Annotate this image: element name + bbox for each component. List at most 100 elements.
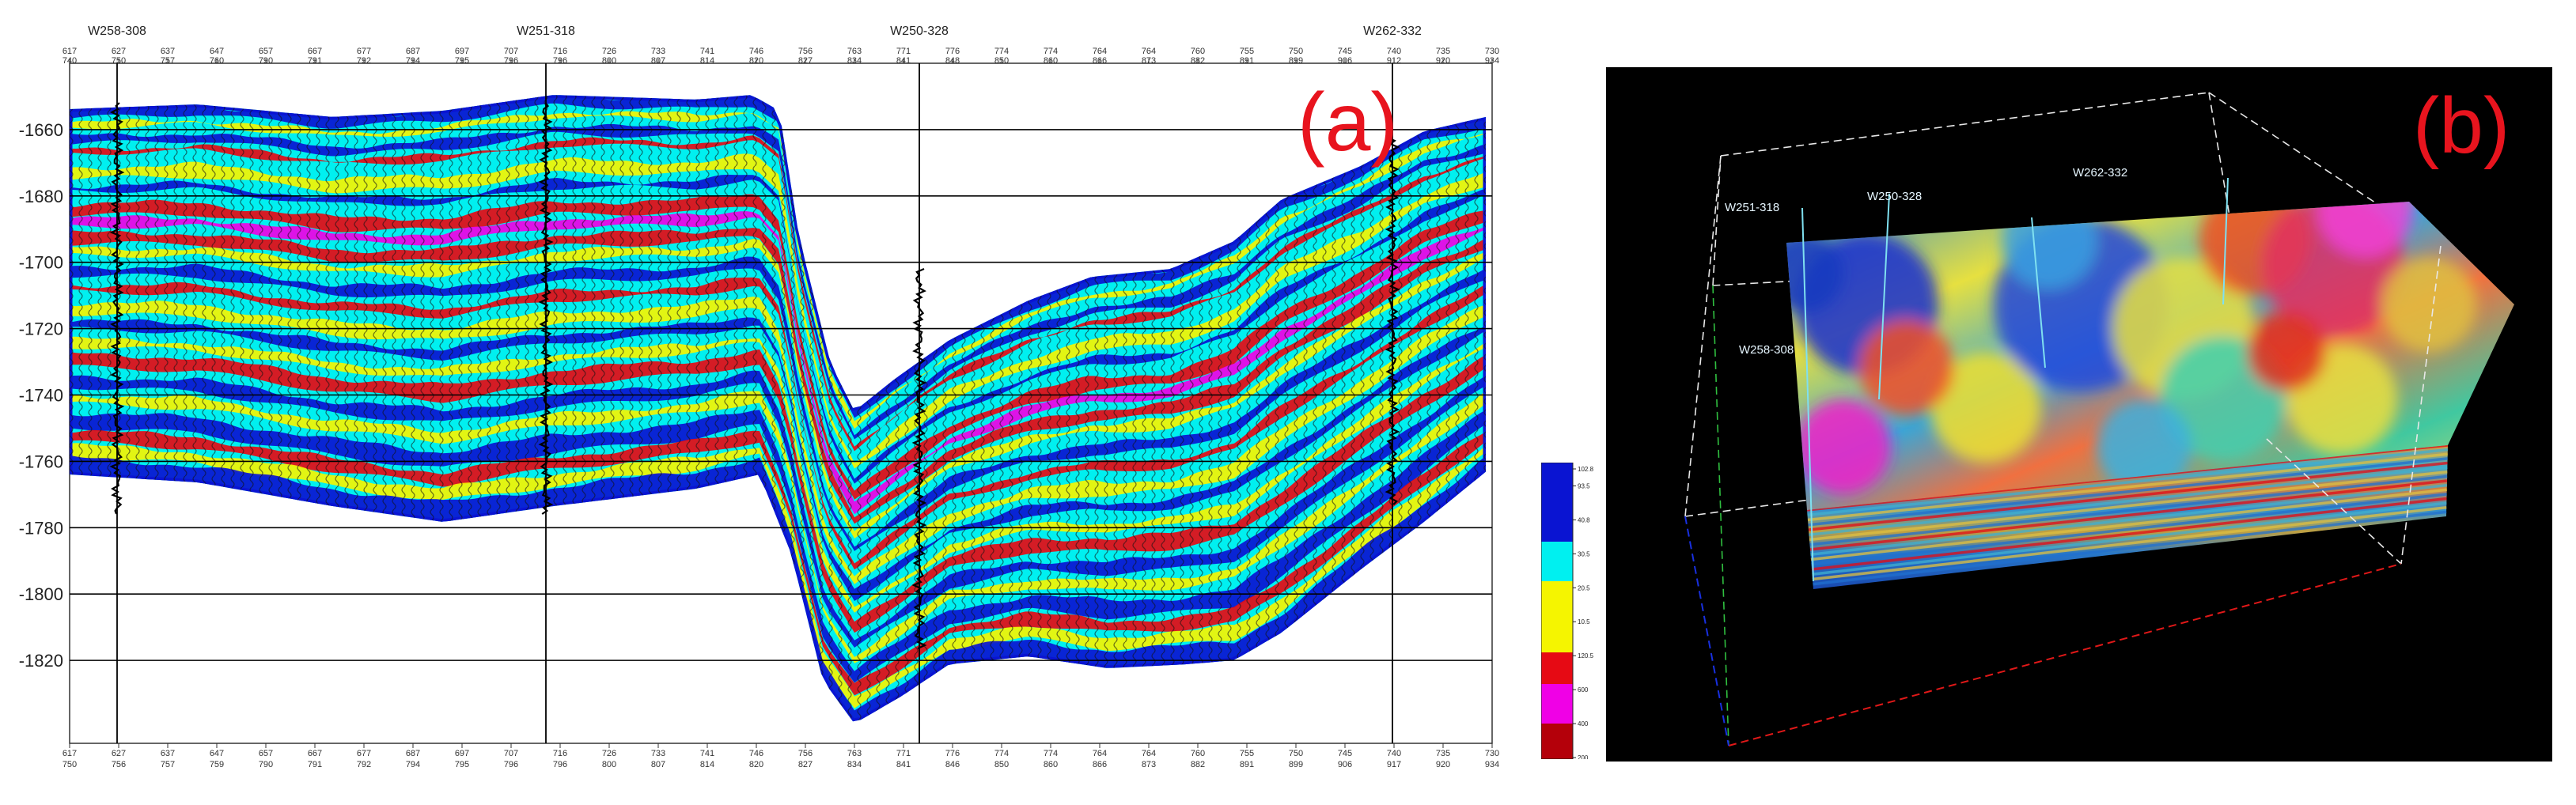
top-tick-label: 763: [847, 47, 862, 56]
colorbar-segment: [1541, 542, 1573, 581]
bottom-tick-label: 746: [749, 749, 763, 758]
top-tick-label: 764: [1093, 47, 1107, 56]
top-tick-label: 794: [406, 56, 420, 66]
depth-tick-label: -1800: [19, 584, 63, 604]
well-log-curve: [109, 102, 125, 515]
colorbar-tick-label: 600: [1578, 686, 1589, 694]
top-tick-label: 657: [259, 47, 273, 56]
bottom-tick-label: 733: [651, 749, 665, 758]
bottom-tick-label: 917: [1387, 760, 1401, 769]
top-tick-label: 733: [651, 47, 665, 56]
3d-well-line: [2222, 177, 2229, 305]
colorbar-tick-label: 102.8: [1578, 466, 1594, 473]
well-name-label: W258-308: [88, 25, 146, 38]
top-tick-label: 677: [357, 47, 371, 56]
top-tick-label: 774: [1044, 47, 1058, 56]
bottom-tick-label: 756: [798, 749, 813, 758]
top-tick-label: 791: [308, 56, 322, 66]
3d-volume-view: W251-318 W250-328 W262-332 W258-308 (b): [1684, 81, 2514, 746]
top-tick-label: 716: [553, 47, 567, 56]
colorbar-tick-label: 93.5: [1578, 482, 1590, 489]
top-tick-label: 866: [1093, 56, 1107, 66]
top-tick-label: 707: [504, 47, 518, 56]
bottom-tick-label: 741: [700, 749, 714, 758]
bottom-tick-label: 757: [161, 760, 175, 769]
3d-well-line: [1878, 193, 1890, 400]
top-tick-label: 735: [1436, 47, 1450, 56]
bottom-tick-label: 764: [1142, 749, 1156, 758]
top-tick-label: 756: [798, 47, 813, 56]
bottom-tick-label: 759: [210, 760, 224, 769]
top-tick-label: 647: [210, 47, 224, 56]
bottom-tick-label: 891: [1240, 760, 1254, 769]
well-name-label: W262-332: [1363, 25, 1422, 38]
bottom-tick-label: 776: [945, 749, 960, 758]
bottom-tick-label: 791: [308, 760, 322, 769]
well-log-curve: [1385, 134, 1400, 505]
top-tick-label: 774: [994, 47, 1009, 56]
bottom-tick-label: 735: [1436, 749, 1450, 758]
bottom-tick-label: 730: [1485, 749, 1499, 758]
depth-tick-label: -1740: [19, 386, 63, 406]
top-tick-label: 730: [1485, 47, 1499, 56]
top-tick-label: 760: [1191, 47, 1205, 56]
colorbar-segment: [1541, 463, 1573, 542]
colorbar-tick-label: 120.5: [1578, 652, 1594, 659]
3d-well-line: [2031, 217, 2046, 368]
top-tick-label: 746: [749, 47, 763, 56]
bottom-tick-label: 920: [1436, 760, 1450, 769]
bottom-tick-label: 795: [455, 760, 469, 769]
bottom-tick-label: 716: [553, 749, 567, 758]
top-tick-label: 750: [1289, 47, 1303, 56]
3d-volume-panel: W251-318 W250-328 W262-332 W258-308 (b): [1606, 67, 2552, 762]
colorbar-tick-label: 200: [1578, 754, 1589, 759]
well-log-curve: [538, 102, 554, 515]
bottom-tick-label: 726: [602, 749, 616, 758]
top-tick-label: 820: [749, 56, 763, 66]
top-tick-label: 850: [994, 56, 1009, 66]
depth-tick-label: -1660: [19, 120, 63, 140]
bottom-tick-label: 860: [1044, 760, 1058, 769]
panel-label-a: (a): [1297, 77, 1398, 168]
top-tick-label: 841: [896, 56, 911, 66]
top-tick-label: 790: [259, 56, 273, 66]
bottom-tick-label: 760: [1191, 749, 1205, 758]
bottom-tick-label: 814: [700, 760, 714, 769]
colorbar-tick-label: 20.5: [1578, 584, 1590, 591]
bottom-tick-label: 846: [945, 760, 960, 769]
bottom-tick-label: 627: [112, 749, 126, 758]
top-tick-label: 667: [308, 47, 322, 56]
top-tick-label: 899: [1289, 56, 1303, 66]
bottom-tick-label: 771: [896, 749, 911, 758]
top-tick-label: 697: [455, 47, 469, 56]
top-tick-label: 800: [602, 56, 616, 66]
top-tick-label: 873: [1142, 56, 1156, 66]
bottom-tick-label: 794: [406, 760, 420, 769]
bottom-tick-label: 687: [406, 749, 420, 758]
top-tick-label: 807: [651, 56, 665, 66]
top-tick-label: 687: [406, 47, 420, 56]
bottom-tick-label: 827: [798, 760, 813, 769]
top-tick-label: 637: [161, 47, 175, 56]
bottom-tick-label: 796: [504, 760, 518, 769]
bottom-tick-label: 934: [1485, 760, 1499, 769]
bottom-tick-label: 899: [1289, 760, 1303, 769]
well-name-label: W250-328: [890, 25, 949, 38]
top-tick-label: 740: [1387, 47, 1401, 56]
bottom-tick-label: 745: [1338, 749, 1352, 758]
panel-label-b: (b): [2413, 81, 2510, 170]
bottom-tick-label: 667: [308, 749, 322, 758]
bottom-tick-label: 637: [161, 749, 175, 758]
well-name-label: W251-318: [517, 25, 575, 38]
depth-tick-label: -1820: [19, 651, 63, 671]
3d-well-label: W262-332: [2073, 166, 2127, 180]
colorbar-segment: [1541, 652, 1573, 684]
seismic-body: [70, 95, 1486, 722]
bottom-tick-label: 841: [896, 760, 911, 769]
seismic-section-panel: W258-308 W251-318 W250-328 W262-332 617 740 6…: [19, 25, 1499, 769]
colorbar-segment: [1541, 581, 1573, 652]
top-tick-label: 827: [798, 56, 813, 66]
top-tick-label: 795: [455, 56, 469, 66]
depth-tick-label: -1780: [19, 518, 63, 538]
bottom-tick-label: 750: [63, 760, 77, 769]
